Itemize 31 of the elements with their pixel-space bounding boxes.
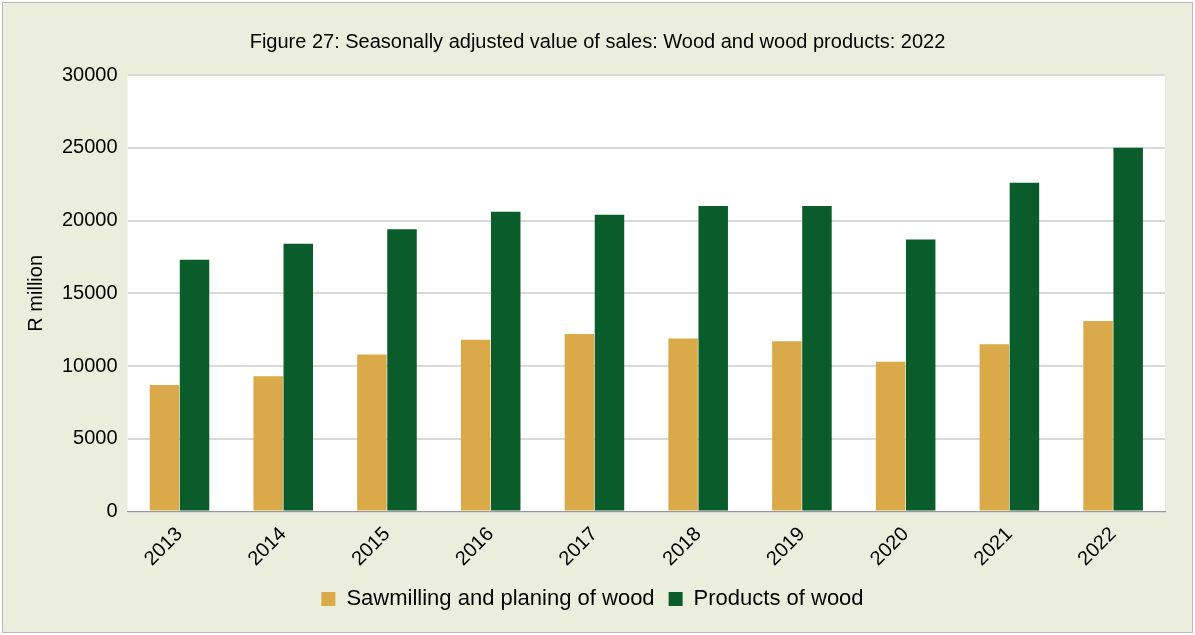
y-tick-label: 25000	[61, 135, 118, 158]
bar	[1113, 147, 1143, 511]
bar	[698, 205, 728, 511]
bar	[979, 344, 1010, 511]
y-tick-label: 15000	[61, 280, 118, 303]
y-tick-label: 20000	[61, 208, 118, 231]
bar	[1009, 182, 1040, 511]
bar	[905, 239, 936, 511]
chart-title: Figure 27: Seasonally adjusted value of sales: Wood and wood products: 2022	[248, 30, 947, 53]
y-tick-label: 30000	[61, 62, 118, 85]
bar	[594, 214, 625, 511]
bar	[491, 211, 521, 511]
bar	[149, 384, 180, 511]
legend-label: Sawmilling and planing of wood	[346, 585, 655, 611]
y-axis-title: R million	[23, 254, 46, 332]
bar	[564, 334, 595, 511]
bar	[772, 341, 802, 511]
bar	[668, 338, 698, 511]
bar	[460, 339, 491, 511]
legend-label: Products of wood	[693, 585, 864, 611]
y-tick-label: 10000	[61, 353, 118, 376]
bar	[875, 361, 906, 511]
bar	[253, 376, 283, 511]
bar	[179, 259, 210, 511]
bar	[1083, 320, 1113, 511]
y-tick-label: 0	[106, 499, 118, 522]
y-tick-label: 5000	[73, 426, 118, 449]
bar	[802, 205, 832, 511]
bar	[283, 243, 314, 511]
bar	[387, 229, 417, 511]
bar	[357, 354, 387, 511]
